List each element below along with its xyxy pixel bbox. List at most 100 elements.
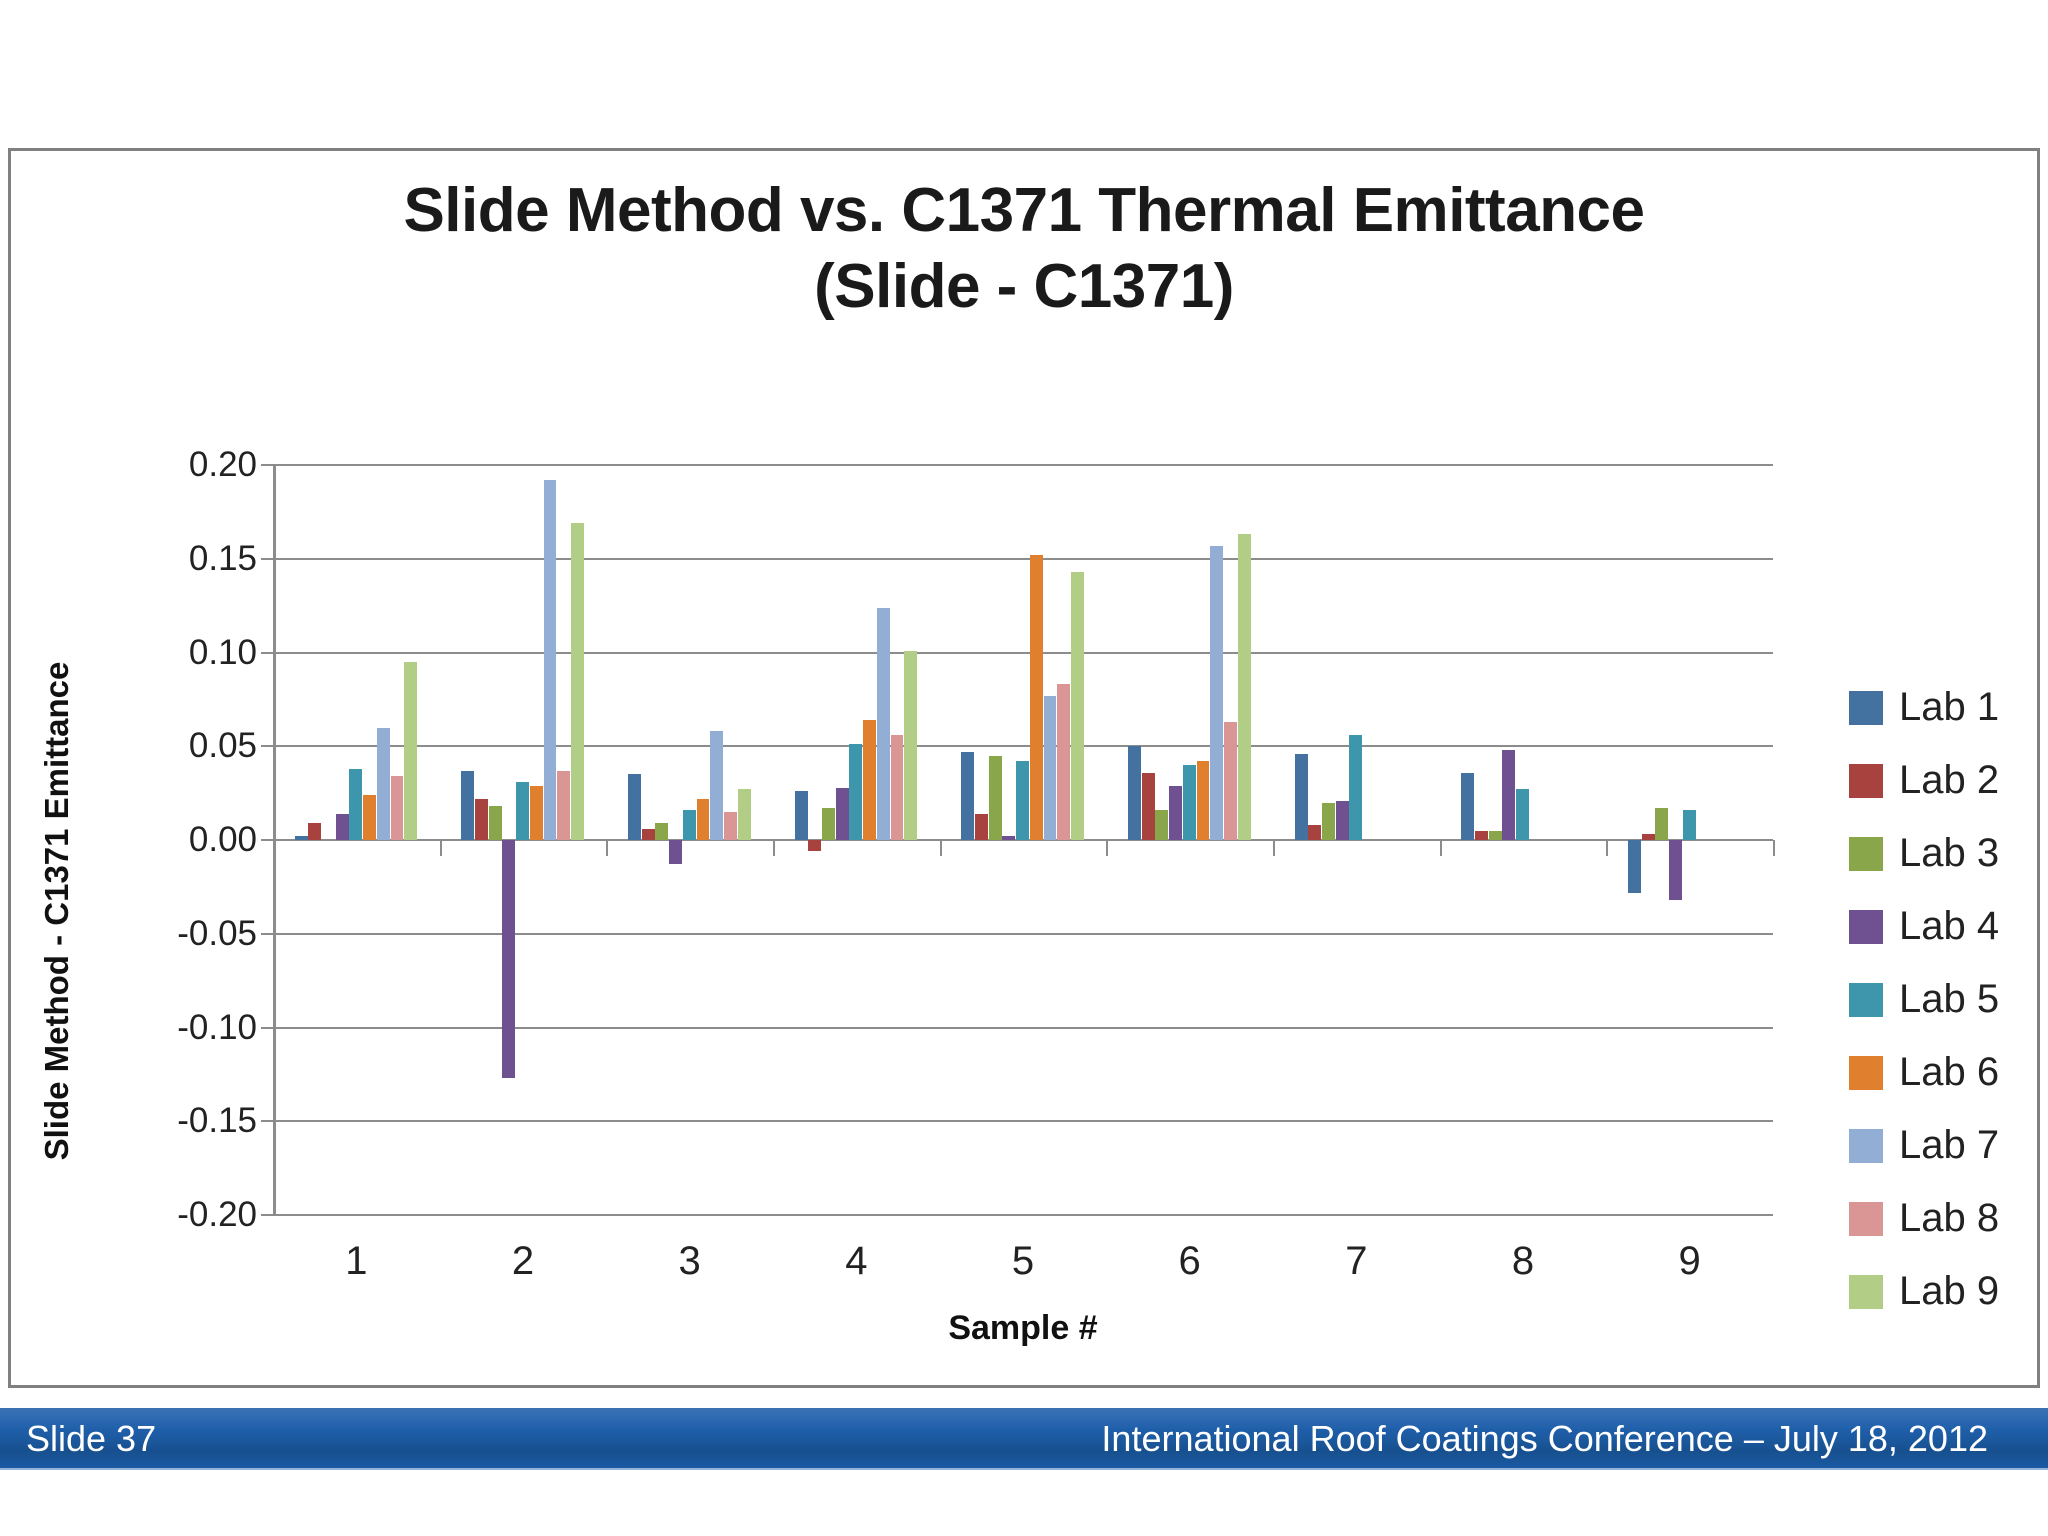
- bar: [1655, 808, 1669, 840]
- bar: [1628, 840, 1641, 893]
- legend-label: Lab 6: [1899, 1050, 2000, 1094]
- y-axis-tick-label: 0.10: [188, 632, 257, 672]
- legend-label: Lab 9: [1899, 1269, 2000, 1313]
- bar: [737, 789, 751, 840]
- legend-item-lab-6[interactable]: Lab 6: [1849, 1036, 2029, 1109]
- gridline: [273, 464, 1773, 466]
- bar: [822, 808, 835, 840]
- gridline: [273, 745, 1773, 748]
- legend-label: Lab 1: [1899, 685, 2000, 729]
- bar: [349, 768, 363, 840]
- bar: [516, 781, 530, 840]
- bar: [1155, 810, 1169, 840]
- slide-footer-bar: Slide 37 International Roof Coatings Con…: [0, 1408, 2048, 1470]
- y-axis-tick: [261, 1026, 273, 1029]
- bar: [628, 774, 641, 840]
- slide-content-area: Slide Method vs. C1371 Thermal Emittance…: [8, 148, 2040, 1388]
- bar-group: [461, 465, 584, 1215]
- gridline: [273, 557, 1773, 560]
- bar: [488, 806, 502, 840]
- legend-label: Lab 5: [1899, 977, 2000, 1021]
- x-axis-tick: [773, 840, 775, 856]
- bar: [335, 813, 349, 840]
- legend-item-lab-4[interactable]: Lab 4: [1849, 890, 2029, 963]
- legend-item-lab-8[interactable]: Lab 8: [1849, 1182, 2029, 1255]
- y-axis-title: Slide Method - C1371 Emittance: [38, 661, 75, 1161]
- bar: [1461, 772, 1475, 840]
- x-axis-tick: [939, 840, 942, 856]
- legend-item-lab-1[interactable]: Lab 1: [1849, 671, 2029, 744]
- zero-baseline: [273, 839, 1773, 841]
- bar: [1196, 761, 1210, 840]
- y-axis-tick-label: 0.00: [188, 820, 257, 859]
- bar: [723, 811, 737, 840]
- bar: [669, 840, 682, 865]
- bar: [655, 823, 669, 840]
- y-axis-tick-label: 0.05: [188, 726, 257, 766]
- bar-group: [961, 465, 1084, 1215]
- bar: [1169, 785, 1182, 840]
- legend-label: Lab 7: [1899, 1123, 2000, 1167]
- x-axis-tick: [1439, 840, 1442, 856]
- x-axis-tick: [1606, 840, 1609, 856]
- legend-item-lab-3[interactable]: Lab 3: [1849, 817, 2029, 890]
- bar-group: [1461, 465, 1584, 1215]
- legend-item-lab-7[interactable]: Lab 7: [1849, 1109, 2029, 1182]
- x-axis-tick: [1773, 840, 1775, 856]
- legend-item-lab-9[interactable]: Lab 9: [1849, 1255, 2029, 1328]
- bar: [794, 791, 808, 840]
- legend-swatch-icon: [1849, 1128, 1883, 1163]
- slide-number: Slide 37: [26, 1418, 157, 1459]
- chart-title: Slide Method vs. C1371 Thermal Emittance…: [11, 173, 2037, 324]
- y-axis-tick-label: -0.20: [177, 1195, 257, 1234]
- y-axis-tick: [261, 745, 273, 748]
- bar: [1057, 684, 1071, 840]
- legend-label: Lab 3: [1899, 831, 2000, 875]
- x-axis-tick-label: 8: [1511, 1239, 1535, 1283]
- y-axis-tick: [261, 1214, 273, 1216]
- legend-swatch-icon: [1849, 836, 1883, 871]
- legend-item-lab-2[interactable]: Lab 2: [1849, 744, 2029, 817]
- bar: [390, 776, 404, 840]
- bar: [904, 650, 918, 840]
- gridline: [273, 651, 1773, 654]
- legend-swatch-icon: [1849, 909, 1883, 944]
- bar: [1335, 800, 1349, 840]
- legend-item-lab-5[interactable]: Lab 5: [1849, 963, 2029, 1036]
- gridline: [273, 1026, 1773, 1029]
- bar: [1029, 555, 1043, 840]
- legend-label: Lab 8: [1899, 1196, 2000, 1240]
- legend-swatch-icon: [1849, 690, 1883, 725]
- bar: [975, 813, 988, 840]
- bar-group: [794, 465, 918, 1215]
- bar: [308, 823, 322, 840]
- legend-label: Lab 4: [1899, 904, 2000, 948]
- bar: [961, 751, 975, 840]
- bar: [1641, 834, 1655, 840]
- x-axis-tick-label: 9: [1678, 1239, 1701, 1283]
- bar: [696, 798, 710, 840]
- bar: [863, 720, 877, 840]
- bar: [529, 785, 543, 840]
- x-axis-tick-label: 1: [345, 1239, 368, 1283]
- bar: [1237, 534, 1251, 840]
- gridline: [273, 1214, 1773, 1216]
- gridline: [273, 1120, 1773, 1123]
- bar: [641, 828, 655, 840]
- bar: [1141, 772, 1155, 840]
- bar: [294, 836, 308, 840]
- bar: [1516, 789, 1530, 840]
- bar: [1669, 840, 1682, 900]
- bar-group: [1128, 465, 1251, 1215]
- bar: [1294, 753, 1308, 840]
- x-axis-tick-label: 2: [511, 1239, 535, 1283]
- x-axis-tick-label: 3: [678, 1239, 701, 1283]
- bar: [835, 787, 849, 840]
- bar: [1322, 802, 1335, 840]
- bar: [475, 798, 488, 840]
- bar: [461, 770, 475, 840]
- y-axis-tick: [261, 839, 273, 841]
- legend-swatch-icon: [1849, 1055, 1883, 1090]
- bar-group: [628, 465, 751, 1215]
- chart-plot-wrapper: Slide Method - C1371 Emittance 0.20 0.15 0…: [11, 151, 2037, 1385]
